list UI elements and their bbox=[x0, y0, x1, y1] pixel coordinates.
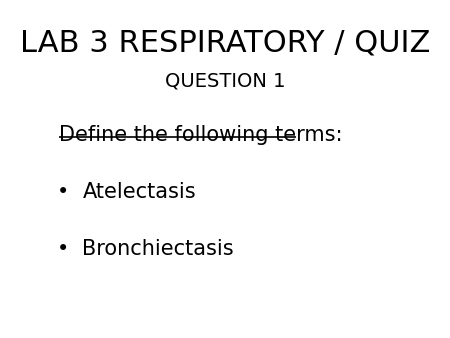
Text: •: • bbox=[57, 183, 69, 202]
Text: LAB 3 RESPIRATORY / QUIZ: LAB 3 RESPIRATORY / QUIZ bbox=[20, 28, 430, 57]
Text: QUESTION 1: QUESTION 1 bbox=[165, 72, 285, 91]
Text: Bronchiectasis: Bronchiectasis bbox=[82, 239, 234, 259]
Text: Define the following terms:: Define the following terms: bbox=[59, 125, 343, 145]
Text: •: • bbox=[57, 239, 69, 259]
Text: Atelectasis: Atelectasis bbox=[82, 183, 196, 202]
